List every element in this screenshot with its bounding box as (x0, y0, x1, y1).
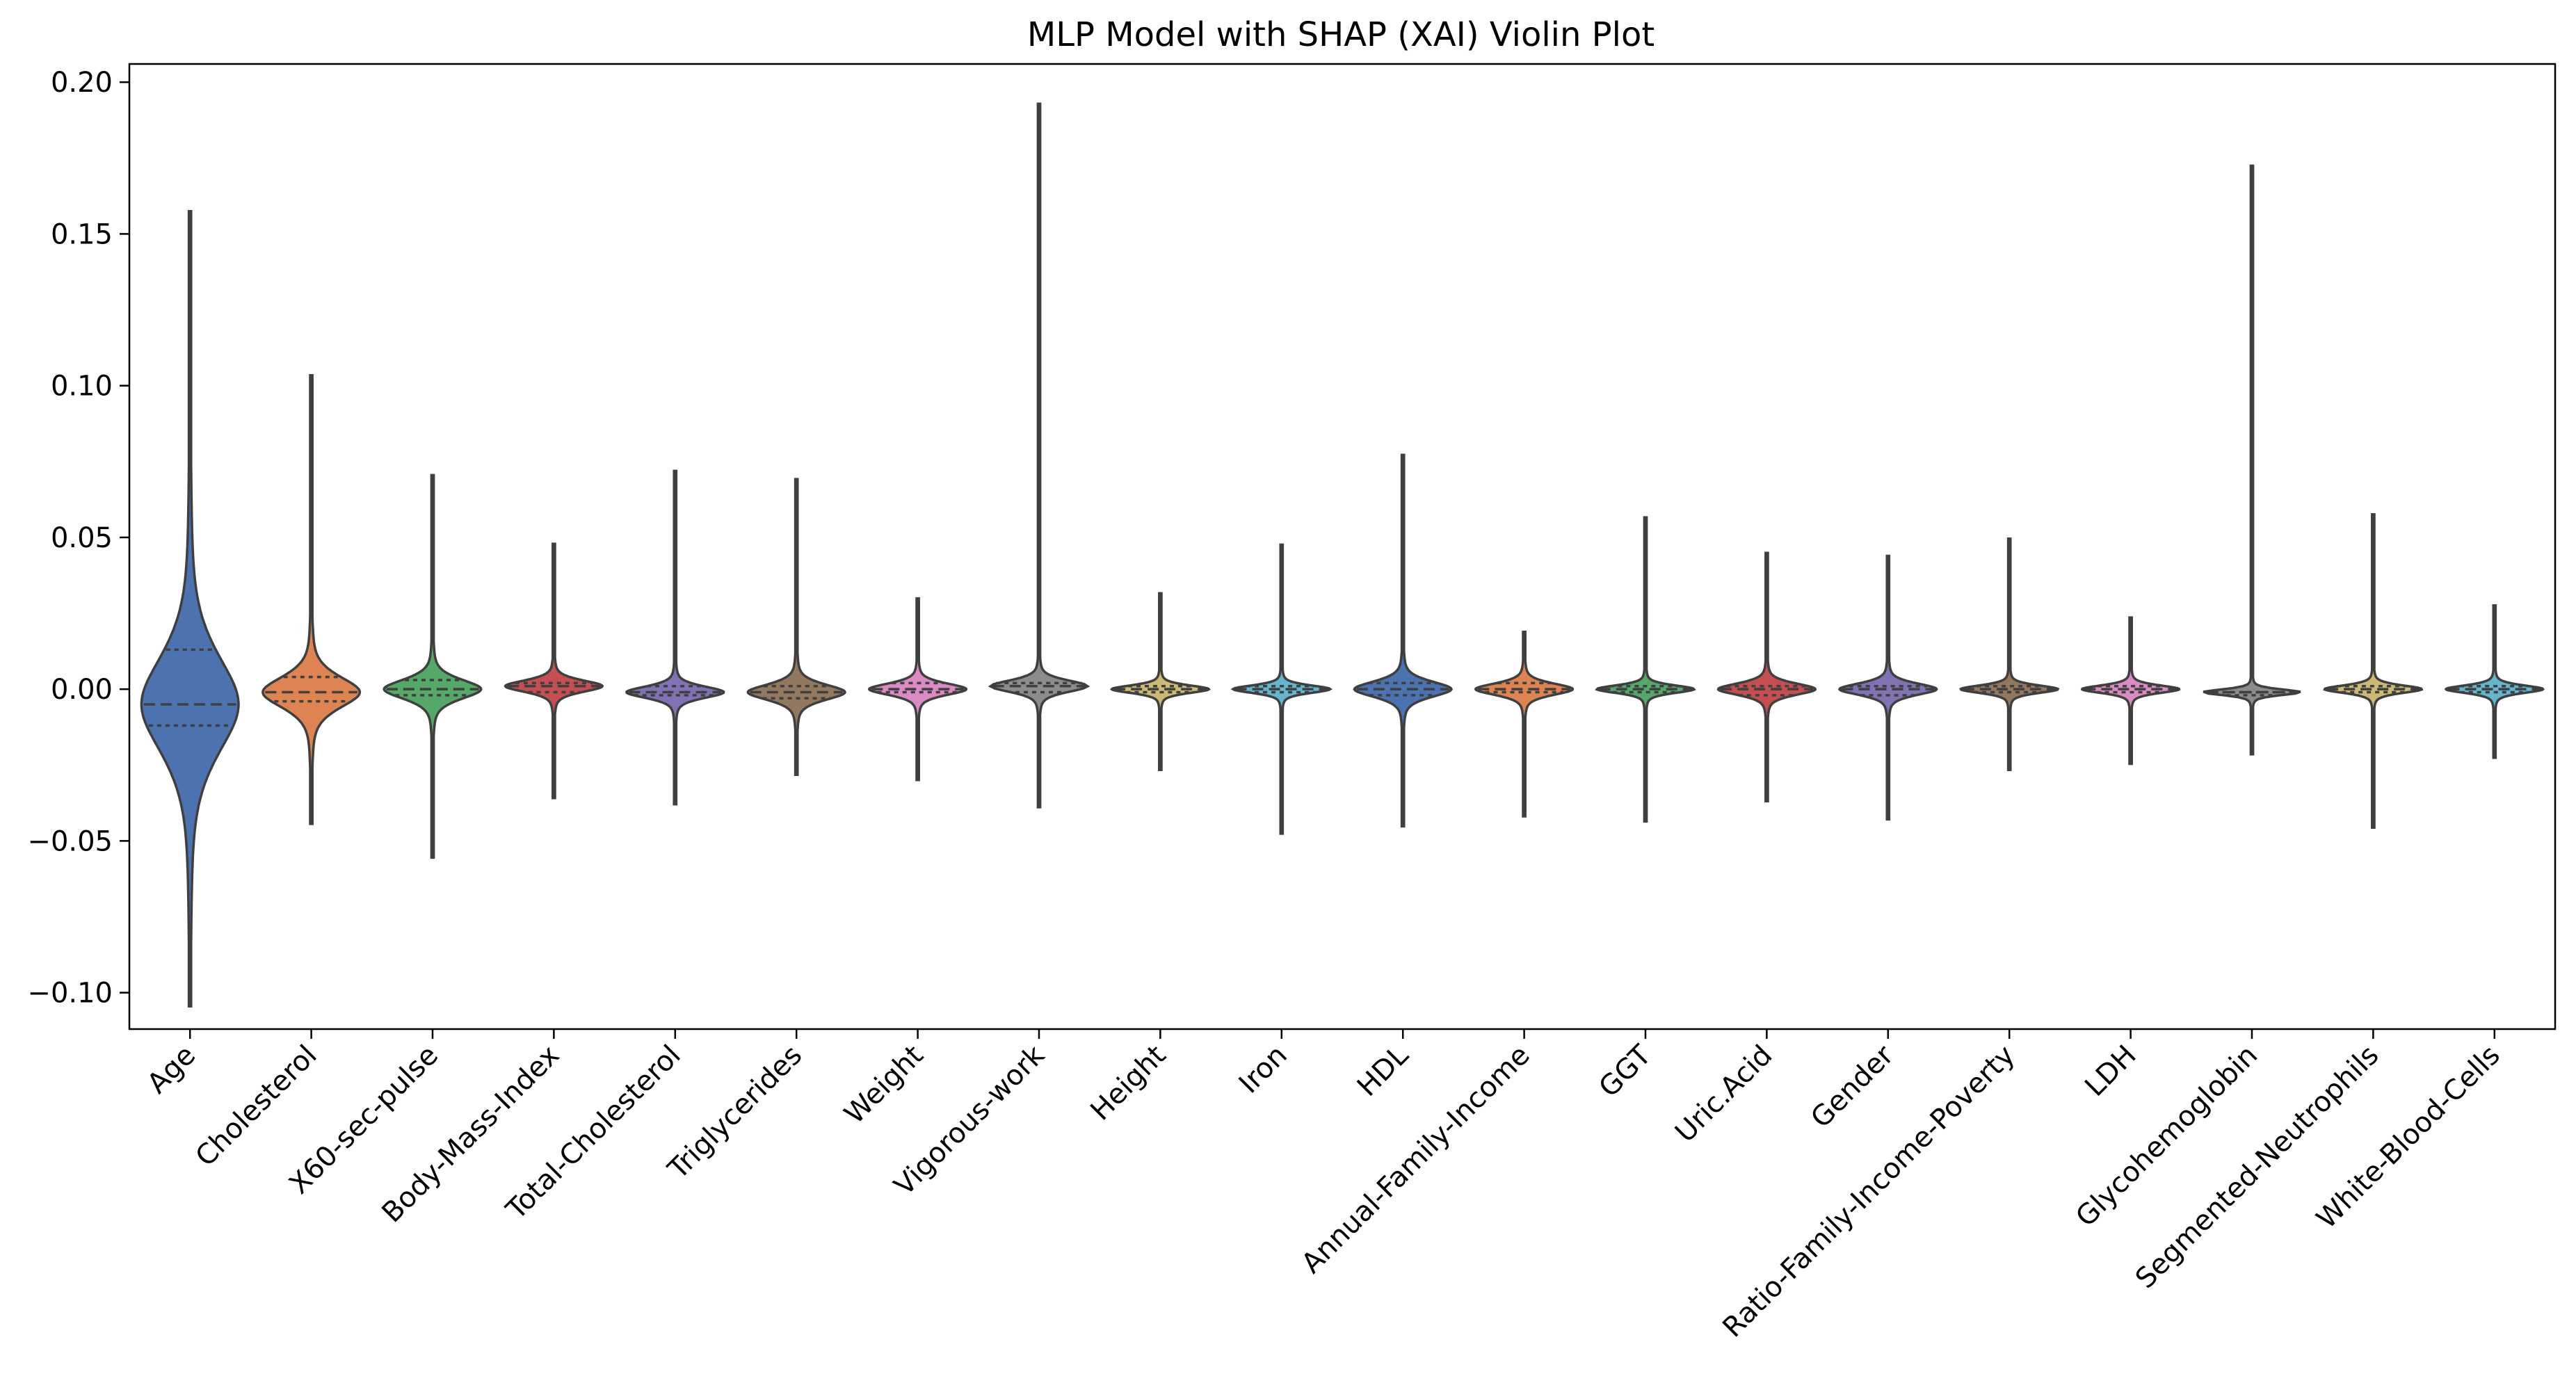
violin-weight (867, 597, 968, 782)
y-tick-label: 0.15 (51, 218, 113, 250)
x-tick-label: Gender (1805, 1039, 1900, 1134)
violin-body-mass-index (504, 542, 604, 800)
x-tick-label: Age (141, 1040, 202, 1100)
y-tick-label: 0.20 (51, 67, 113, 99)
violin-uric-acid (1716, 551, 1817, 802)
x-tick-label: Iron (1233, 1040, 1294, 1100)
violin-white-blood-cells (2444, 604, 2545, 759)
y-tick-label: 0.10 (51, 371, 113, 403)
violin-gender (1837, 554, 1938, 821)
y-tick-label: −0.10 (27, 978, 113, 1010)
violin-x60-sec-pulse (383, 474, 483, 859)
x-tick-label: HDL (1351, 1039, 1415, 1103)
x-tick-label: LDH (2079, 1040, 2142, 1103)
x-tick-label: Segmented-Neutrophils (2130, 1040, 2385, 1295)
violin-vigorous-work (988, 102, 1090, 809)
x-tick-label: Weight (839, 1040, 930, 1131)
violin-ldh (2080, 616, 2181, 766)
x-tick-label: Cholesterol (190, 1040, 323, 1173)
violin-total-cholesterol (625, 469, 725, 806)
violin-triglycerides (746, 478, 846, 776)
x-axis: AgeCholesterolX60-sec-pulseBody-Mass-Ind… (141, 1029, 2506, 1343)
violin-hdl (1353, 453, 1454, 828)
violin-cholesterol (261, 374, 362, 825)
plot-frame (128, 63, 2557, 1030)
violin-iron (1230, 543, 1333, 835)
violin-age (140, 209, 240, 1008)
x-tick-label: GGT (1593, 1039, 1657, 1103)
y-tick-label: 0.00 (51, 674, 113, 706)
x-tick-label: Height (1084, 1040, 1172, 1127)
violin-segmented-neutrophils (2323, 512, 2424, 829)
violin-annual-family-income (1474, 630, 1575, 818)
violin-height (1110, 592, 1211, 771)
y-tick-label: 0.05 (51, 522, 113, 554)
chart-title: MLP Model with SHAP (XAI) Violin Plot (1027, 15, 1655, 54)
violin-ggt (1595, 516, 1696, 823)
y-tick-label: −0.05 (27, 825, 113, 857)
y-axis: −0.10 −0.05 0.00 0.05 0.10 0.15 0.20 (27, 67, 129, 1010)
violin-group (140, 102, 2545, 1008)
x-tick-label: Annual-Family-Income (1296, 1040, 1536, 1280)
violin-ratio-family-income-poverty (1958, 537, 2060, 771)
violin-glycohemoglobin (2203, 164, 2301, 756)
x-tick-label: Uric.Acid (1669, 1040, 1778, 1149)
